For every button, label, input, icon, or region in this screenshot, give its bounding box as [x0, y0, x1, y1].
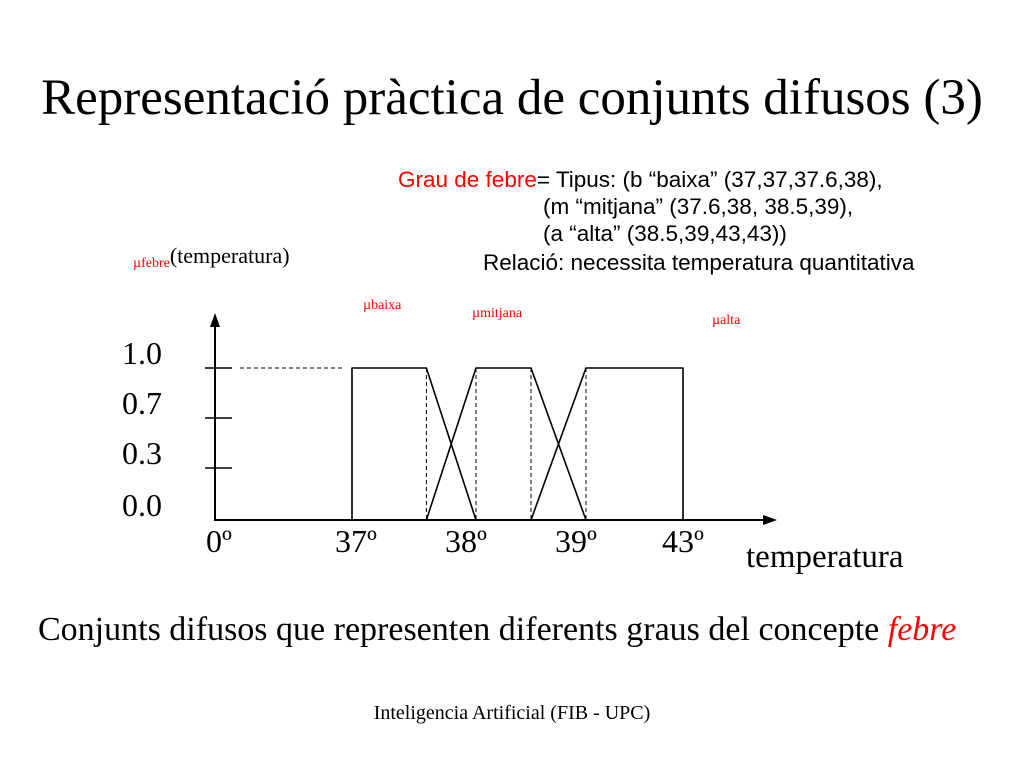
- y-axis-arrow: [210, 313, 220, 327]
- y-tick-label: 0.3: [122, 435, 162, 471]
- series-lines: [351, 367, 684, 521]
- series-line-alta: [530, 367, 684, 521]
- series-label-alta: µalta: [712, 313, 741, 328]
- x-tick-label: 38º: [445, 523, 487, 559]
- definition-relation: Relació: necessita temperatura quantitat…: [483, 250, 915, 275]
- series-label-mitjana: µmitjana: [472, 306, 523, 321]
- mu-symbol: µ: [472, 306, 480, 321]
- x-tick-label: 0º: [206, 523, 232, 559]
- definition-type-alta: (a “alta” (38.5,39,43,43)): [543, 221, 787, 246]
- slide-caption: Conjunts difusos que representen diferen…: [38, 610, 956, 650]
- axis-ticks: 1.0 0.7 0.3 0.0 0º 37º 38º 39º 43º: [122, 335, 704, 559]
- x-tick-label: 37º: [335, 523, 377, 559]
- slide-footer: Inteligencia Artificial (FIB - UPC): [373, 702, 651, 724]
- definition-line-1: Grau de febre= Tipus: (b “baixa” (37,37,…: [398, 167, 883, 193]
- definition-type-mitjana: (m “mitjana” (37.6,38, 38.5,39),: [543, 194, 854, 219]
- mu-symbol: µ: [133, 256, 141, 271]
- series-label-baixa: µbaixa: [363, 298, 402, 313]
- x-axis-label: temperatura: [746, 539, 904, 575]
- y-tick-label: 0.0: [122, 487, 162, 523]
- y-axis-label-subscript: febre: [141, 256, 170, 271]
- y-axis-label-argument: (temperatura): [170, 243, 290, 268]
- y-axis-label: µfebre(temperatura): [133, 243, 290, 271]
- x-tick-label: 43º: [662, 523, 704, 559]
- page-title: Representació pràctica de conjunts difus…: [41, 70, 983, 126]
- y-tick-label: 0.7: [122, 385, 162, 421]
- y-tick-label: 1.0: [122, 335, 162, 371]
- series-name: baixa: [371, 298, 402, 313]
- guide-lines: [240, 367, 587, 520]
- series-name: mitjana: [480, 306, 523, 321]
- caption-emphasis: febre: [887, 611, 957, 648]
- x-tick-label: 39º: [555, 523, 597, 559]
- mu-symbol: µ: [363, 298, 371, 313]
- series-line-baixa: [351, 367, 477, 521]
- x-axis-arrow: [763, 515, 777, 525]
- concept-label: Grau de febre: [398, 167, 537, 192]
- caption-text: Conjunts difusos que representen diferen…: [38, 611, 880, 648]
- mu-symbol: µ: [712, 313, 720, 328]
- series-line-mitjana: [425, 367, 587, 521]
- definition-type-baixa: = Tipus: (b “baixa” (37,37,37.6,38),: [536, 167, 883, 192]
- series-name: alta: [720, 313, 741, 328]
